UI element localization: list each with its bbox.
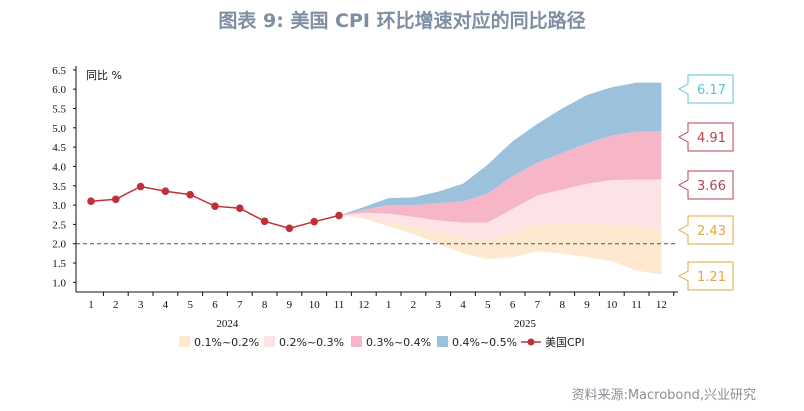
end-label-text: 3.66 <box>697 179 726 194</box>
x-tick-label: 8 <box>559 299 565 311</box>
legend-label: 0.4%~0.5% <box>452 336 517 349</box>
cpi-point <box>211 202 219 211</box>
x-tick-label: 6 <box>212 299 218 311</box>
x-tick-label: 10 <box>606 299 618 311</box>
source-note: 资料来源:Macrobond,兴业研究 <box>571 388 756 403</box>
cpi-point <box>260 217 269 226</box>
x-tick-label: 12 <box>358 299 369 311</box>
x-tick-label: 7 <box>535 299 541 311</box>
band-1 <box>339 215 662 275</box>
end-label-box <box>677 261 734 291</box>
x-tick-label: 7 <box>237 299 243 311</box>
cpi-point <box>236 204 244 212</box>
y-tick-label: 1.5 <box>52 258 66 270</box>
x-tick-label: 1 <box>88 299 94 311</box>
cpi-point <box>285 224 294 233</box>
cpi-point <box>136 182 145 191</box>
legend-label: 0.2%~0.3% <box>279 336 344 349</box>
legend-swatch <box>264 336 275 347</box>
x-tick-label: 9 <box>287 299 293 311</box>
x-tick-label: 10 <box>309 299 321 311</box>
cpi-series <box>87 182 343 233</box>
y-tick-label: 3.5 <box>52 181 66 193</box>
legend-marker <box>527 338 535 346</box>
band-4 <box>339 82 662 216</box>
x-tick-label: 4 <box>460 299 466 311</box>
x-tick-label: 3 <box>138 299 144 311</box>
y-tick-label: 3.0 <box>52 200 66 212</box>
end-label-box <box>677 215 734 245</box>
x-tick-label: 4 <box>163 299 169 311</box>
x-year-label: 2025 <box>514 318 537 330</box>
x-tick-label: 12 <box>656 299 667 311</box>
y-tick-label: 4.5 <box>52 142 66 154</box>
x-tick-label: 1 <box>386 299 392 311</box>
y-tick-label: 4.0 <box>52 161 66 173</box>
x-tick-label: 9 <box>584 299 590 311</box>
end-label-text: 2.43 <box>697 224 726 239</box>
legend-label: 美国CPI <box>545 336 585 349</box>
x-tick-label: 11 <box>631 299 642 311</box>
y-tick-label: 1.0 <box>52 277 66 289</box>
cpi-point <box>310 217 319 226</box>
cpi-point <box>335 211 343 220</box>
y-tick-label: 2.5 <box>52 219 66 231</box>
x-tick-label: 2 <box>113 299 119 311</box>
legend-label: 0.3%~0.4% <box>366 336 431 349</box>
cpi-point <box>112 195 120 204</box>
legend-label: 0.1%~0.2% <box>194 336 259 349</box>
x-tick-label: 3 <box>435 299 441 311</box>
legend-swatch <box>437 336 448 347</box>
chart-title: 图表 9: 美国 CPI 环比增速对应的同比路径 <box>218 10 586 32</box>
y-axis-label: 同比 % <box>86 69 122 82</box>
x-tick-label: 2 <box>411 299 417 311</box>
cpi-point <box>186 190 194 199</box>
end-labels: 6.17 4.91 3.66 2.43 1.21 <box>677 74 734 291</box>
end-label-box <box>677 122 734 152</box>
x-tick-label: 5 <box>485 299 491 311</box>
x-tick-label: 11 <box>334 299 345 311</box>
legend-swatch <box>179 336 190 347</box>
legend: 0.1%~0.2% 0.2%~0.3% 0.3%~0.4% 0.4%~0.5% 美国CP… <box>179 336 585 349</box>
x-tick-label: 6 <box>510 299 516 311</box>
end-label-text: 6.17 <box>697 83 726 98</box>
y-tick-label: 6.0 <box>52 84 66 96</box>
y-tick-label: 5.0 <box>52 123 66 135</box>
y-tick-label: 5.5 <box>52 103 66 115</box>
end-label-text: 1.21 <box>697 270 726 285</box>
axes: 1.01.52.02.53.03.54.04.55.05.56.06.51 2 3 4… <box>52 65 678 330</box>
cpi-point <box>87 197 95 206</box>
end-label-box <box>677 170 734 200</box>
band-areas <box>339 82 662 275</box>
x-tick-label: 8 <box>262 299 268 311</box>
legend-swatch <box>351 336 362 347</box>
cpi-point <box>161 187 170 195</box>
band-3 <box>339 131 662 223</box>
y-tick-label: 6.5 <box>52 65 66 77</box>
x-tick-label: 5 <box>187 299 193 311</box>
y-tick-label: 2.0 <box>52 239 66 251</box>
x-year-label: 2024 <box>216 318 239 330</box>
band-2 <box>339 179 662 240</box>
end-label-box <box>677 74 734 104</box>
end-label-text: 4.91 <box>697 131 726 146</box>
